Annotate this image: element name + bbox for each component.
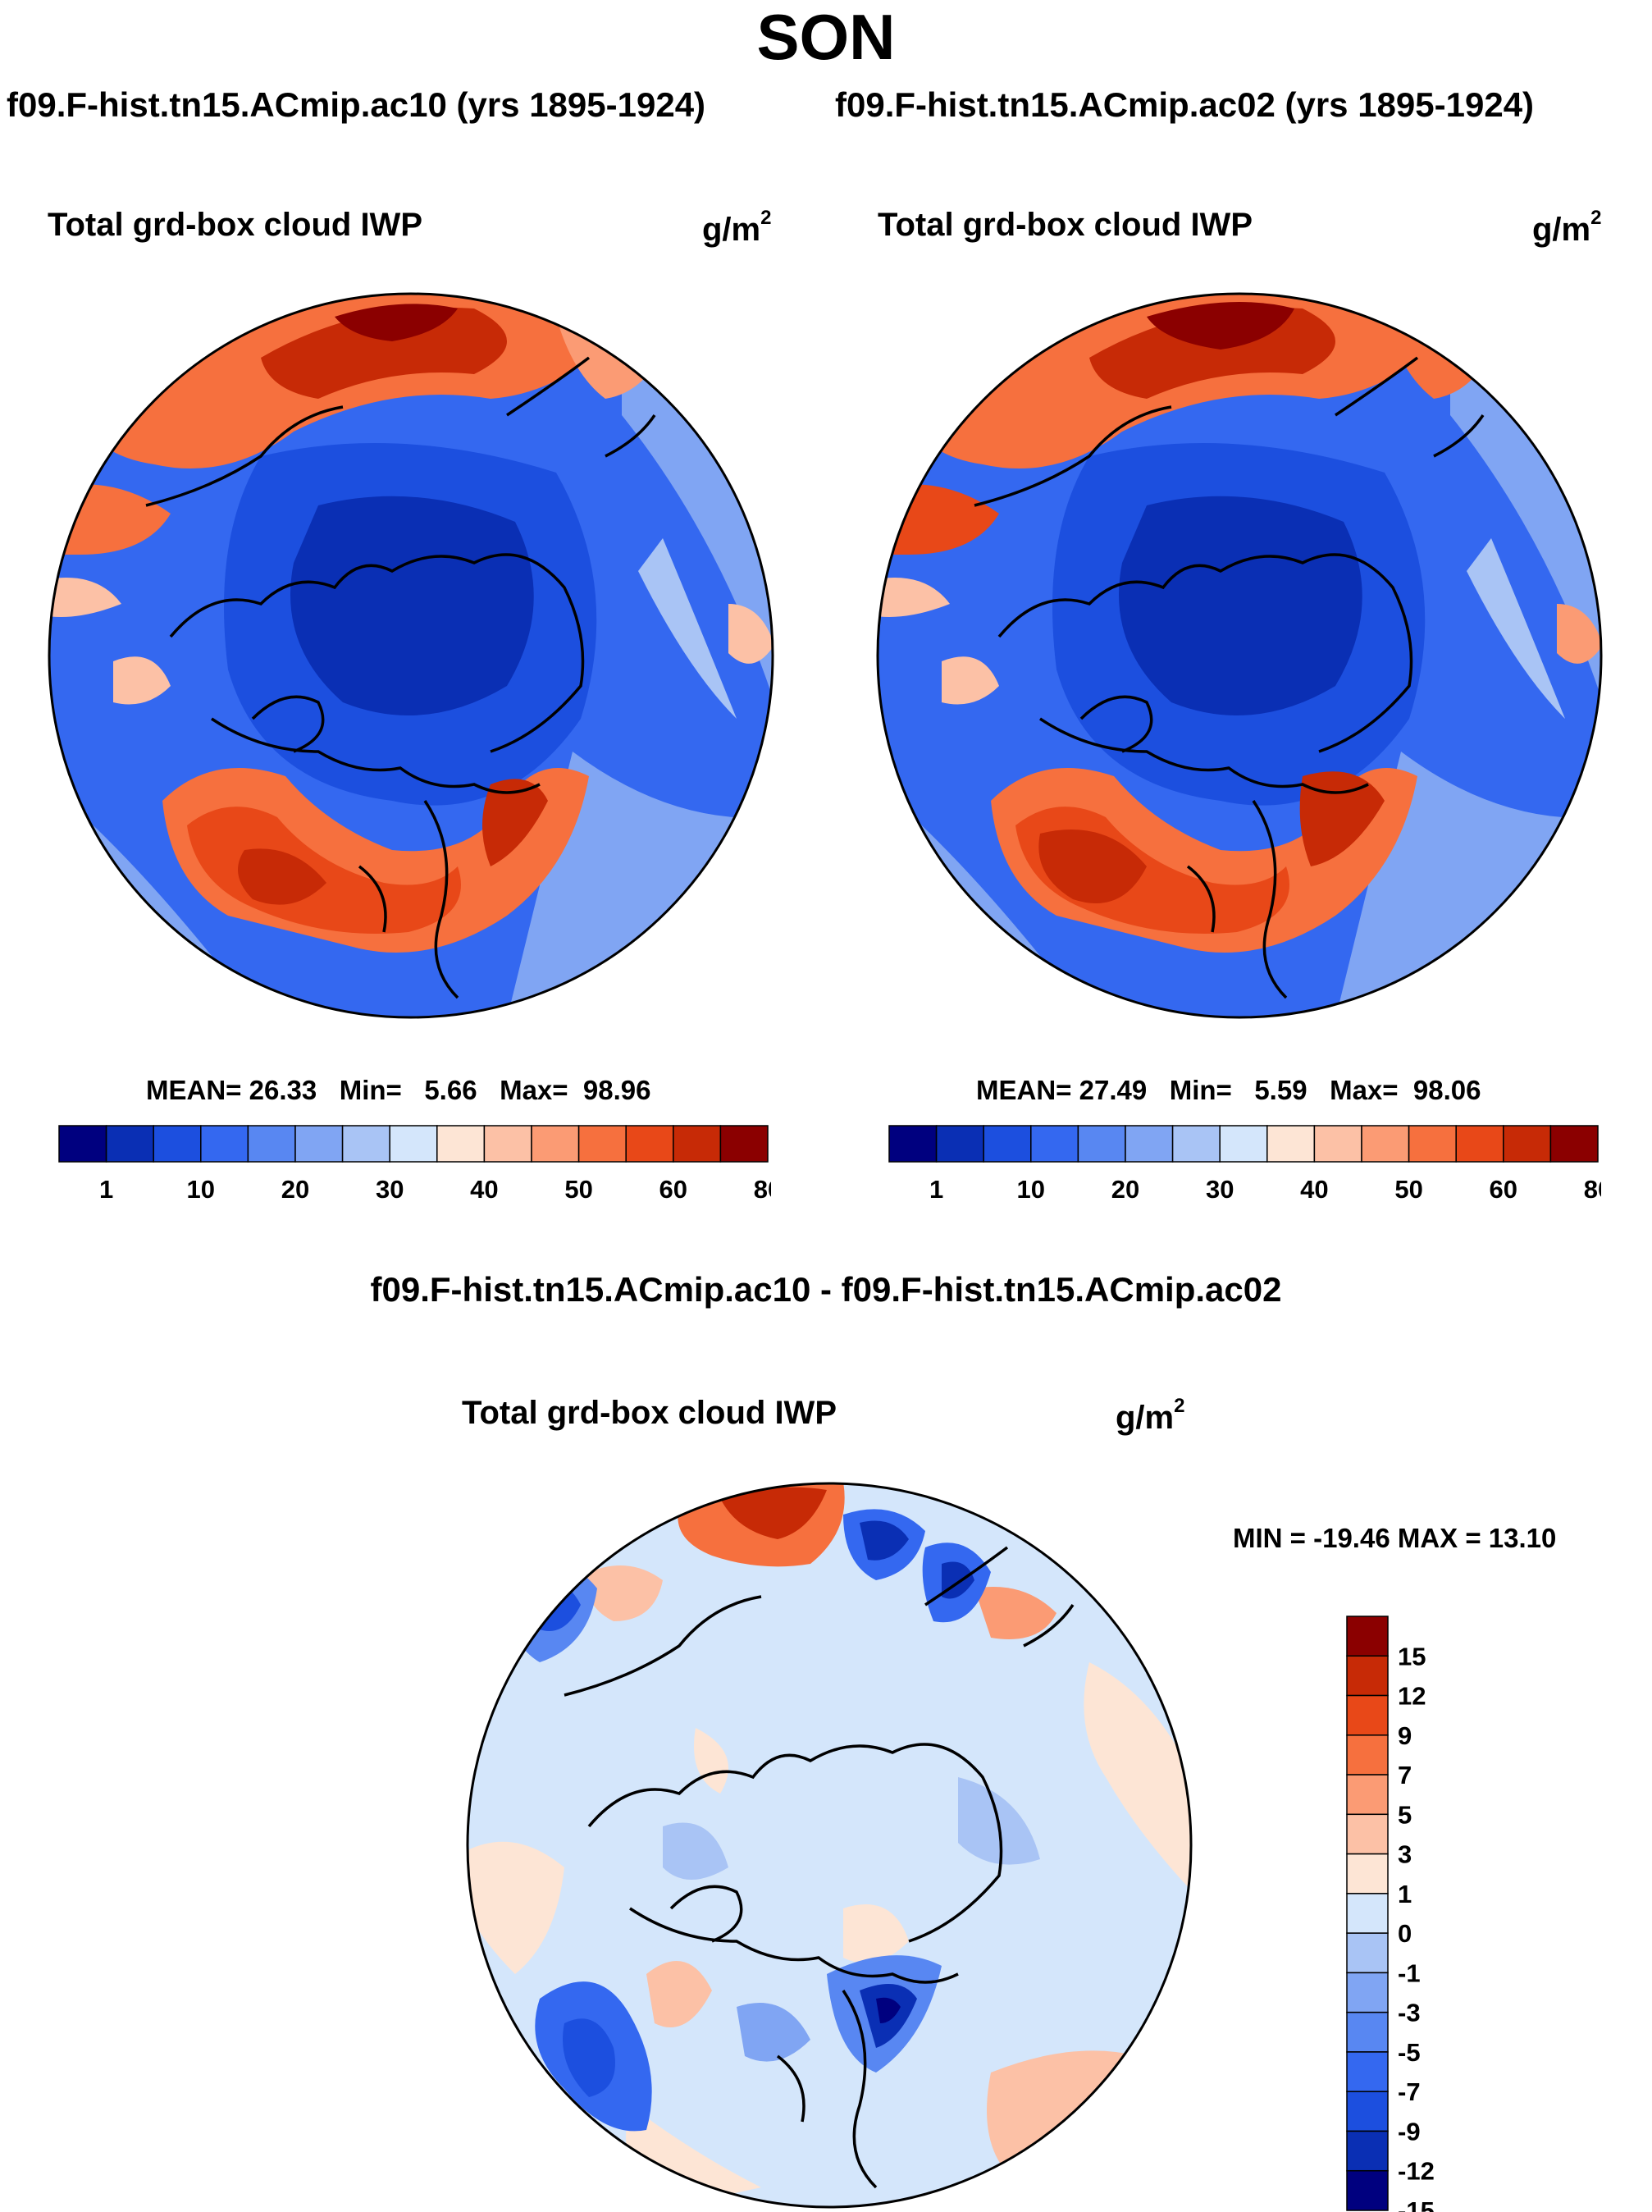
colorbar-3-swatch [1346,2091,1389,2132]
colorbar-2-tick-label: 50 [1394,1175,1422,1204]
panel2-unit-label: g/m2 [1532,207,1602,248]
colorbar-2-swatch [935,1125,984,1163]
colorbar-2-swatch [1171,1125,1221,1163]
panel1-variable-label: Total grd-box cloud IWP [48,207,422,243]
diff-unit-label: g/m2 [1116,1395,1185,1436]
panel1-stats: MEAN= 26.33 Min= 5.66 Max= 98.96 [146,1075,651,1105]
colorbar-1-swatch [483,1125,532,1163]
colorbar-2-tick-label: 30 [1206,1175,1234,1204]
colorbar-3-swatch [1346,1694,1389,1736]
colorbar-2-swatch [1408,1125,1457,1163]
colorbar-diff: 15 12 9 7 5 3 1 0 -1 -3 -5 -7 -9 -12 -15 [1346,1616,1435,2212]
diff-title: f09.F-hist.tn15.ACmip.ac10 - f09.F-hist.… [370,1270,1282,1309]
colorbar-3-tick-label: 12 [1398,1682,1426,1711]
colorbar-3-swatch [1346,2130,1389,2172]
colorbar-3-swatch [1346,1813,1389,1855]
colorbar-1-tick-label: 30 [376,1175,404,1204]
colorbar-1-tick-label: 10 [187,1175,215,1204]
colorbar-2-swatch [1030,1125,1079,1163]
case-b-title: f09.F-hist.tn15.ACmip.ac02 (yrs 1895-192… [835,85,1535,124]
colorbar-2-tick-label: 20 [1111,1175,1139,1204]
colorbar-1-tick-label: 40 [470,1175,498,1204]
colorbar-panel-2: 1 10 20 30 40 50 60 80 [888,1125,1601,1204]
case-a-title: f09.F-hist.tn15.ACmip.ac10 (yrs 1895-192… [7,85,706,124]
colorbar-3-tick-label: -12 [1398,2157,1435,2186]
colorbar-3-swatch [1346,1972,1389,2013]
colorbar-1-swatch [105,1125,154,1163]
colorbar-2-swatch [1455,1125,1504,1163]
colorbar-2-tick-label: 60 [1490,1175,1517,1204]
colorbar-1-tick-label: 1 [99,1175,113,1204]
colorbar-3-tick-label: 0 [1398,1919,1412,1948]
colorbar-1-swatch [294,1125,344,1163]
colorbar-2-swatch [1219,1125,1268,1163]
colorbar-1-swatch [577,1125,627,1163]
colorbar-1-swatch [153,1125,202,1163]
colorbar-1-tick-label: 50 [564,1175,592,1204]
colorbar-3-swatch [1346,1932,1389,1974]
colorbar-1-tick-label: 80 [754,1175,771,1204]
colorbar-3-swatch [1346,2011,1389,2053]
colorbar-3-swatch [1346,1734,1389,1776]
colorbar-2-swatch [1549,1125,1599,1163]
colorbar-3-tick-label: -3 [1398,1999,1421,2027]
colorbar-1-swatch [531,1125,580,1163]
colorbar-3-swatch [1346,2169,1389,2211]
colorbar-3-tick-label: 7 [1398,1761,1412,1789]
colorbar-3-tick-label: -9 [1398,2117,1421,2146]
colorbar-2-tick-label: 40 [1300,1175,1328,1204]
colorbar-2-swatch [1125,1125,1174,1163]
colorbar-2-swatch [1503,1125,1552,1163]
colorbar-1-swatch [200,1125,249,1163]
colorbar-1-swatch [673,1125,722,1163]
map-panel-1 [48,292,774,1019]
panel2-stats: MEAN= 27.49 Min= 5.59 Max= 98.06 [976,1075,1481,1105]
colorbar-3-swatch [1346,1616,1389,1657]
map-panel-diff [466,1482,1193,2209]
colorbar-3-tick-label: 1 [1398,1880,1412,1908]
colorbar-2-swatch [983,1125,1032,1163]
colorbar-2-tick-label: 80 [1584,1175,1601,1204]
colorbar-1-swatch [719,1125,769,1163]
colorbar-1-tick-label: 60 [659,1175,687,1204]
panel1-unit-label: g/m2 [702,207,772,248]
figure-title: SON [756,1,896,73]
colorbar-1-swatch [58,1125,107,1163]
colorbar-3-swatch [1346,1655,1389,1697]
colorbar-1-swatch [341,1125,390,1163]
map-panel-2 [876,292,1603,1019]
colorbar-3-swatch [1346,1853,1389,1894]
colorbar-3-tick-label: -7 [1398,2077,1421,2106]
colorbar-2-swatch [1266,1125,1316,1163]
diff-variable-label: Total grd-box cloud IWP [462,1395,837,1431]
colorbar-1-swatch [247,1125,296,1163]
colorbar-3-tick-label: -1 [1398,1958,1421,1987]
colorbar-1-swatch [436,1125,486,1163]
colorbar-3-tick-label: 9 [1398,1721,1412,1750]
colorbar-3-tick-label: -15 [1398,2196,1435,2212]
colorbar-panel-1: 1 10 20 30 40 50 60 80 [58,1125,771,1204]
colorbar-3-tick-label: -5 [1398,2038,1421,2067]
colorbar-3-swatch [1346,1774,1389,1816]
colorbar-2-swatch [1361,1125,1410,1163]
colorbar-2-tick-label: 1 [929,1175,943,1204]
colorbar-3-swatch [1346,2051,1389,2092]
colorbar-1-swatch [625,1125,674,1163]
colorbar-1-swatch [389,1125,438,1163]
colorbar-2-swatch [1077,1125,1126,1163]
colorbar-1-tick-label: 20 [281,1175,309,1204]
panel2-variable-label: Total grd-box cloud IWP [878,207,1253,243]
colorbar-2-tick-label: 10 [1017,1175,1045,1204]
colorbar-2-swatch [1313,1125,1362,1163]
colorbar-3-tick-label: 3 [1398,1840,1412,1869]
colorbar-3-tick-label: 15 [1398,1642,1426,1670]
diff-minmax: MIN = -19.46 MAX = 13.10 [1233,1523,1557,1553]
colorbar-3-tick-label: 5 [1398,1800,1412,1829]
colorbar-3-swatch [1346,1893,1389,1934]
colorbar-2-swatch [888,1125,938,1163]
